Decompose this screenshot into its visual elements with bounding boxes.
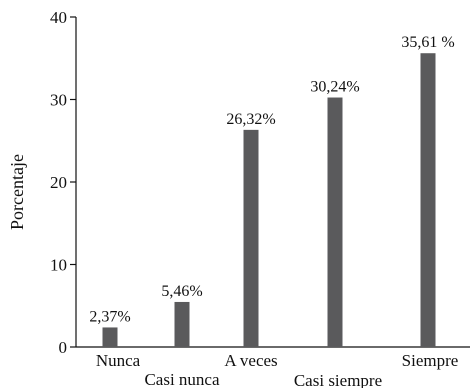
- y-axis-title: Porcentaje: [7, 154, 27, 230]
- bar: [102, 327, 118, 347]
- bar: [327, 97, 343, 348]
- bar: [420, 53, 436, 347]
- bar-value-labels: 2,37% 5,46% 26,32% 30,24% 35,61 %: [89, 34, 454, 325]
- y-tick-label: 40: [50, 8, 67, 27]
- bar-value-label: 5,46%: [161, 283, 202, 300]
- y-tick-label: 0: [59, 338, 68, 357]
- y-axis-ticks: 0 10 20 30 40: [50, 8, 76, 357]
- bar-value-label: 30,24%: [310, 79, 359, 96]
- bar-value-label: 35,61 %: [401, 34, 454, 51]
- y-tick-label: 20: [50, 173, 67, 192]
- category-label: Siempre: [402, 351, 459, 370]
- category-label: Casi siempre: [294, 371, 382, 388]
- bars: [102, 53, 436, 348]
- y-tick-label: 10: [50, 256, 67, 275]
- category-label: A veces: [224, 351, 277, 370]
- bar-value-label: 2,37%: [89, 308, 130, 325]
- bar: [174, 301, 190, 347]
- category-label: Casi nunca: [144, 370, 220, 388]
- bar: [243, 129, 259, 347]
- category-label: Nunca: [96, 351, 141, 370]
- y-tick-label: 30: [50, 91, 67, 110]
- bar-value-label: 26,32%: [226, 111, 275, 128]
